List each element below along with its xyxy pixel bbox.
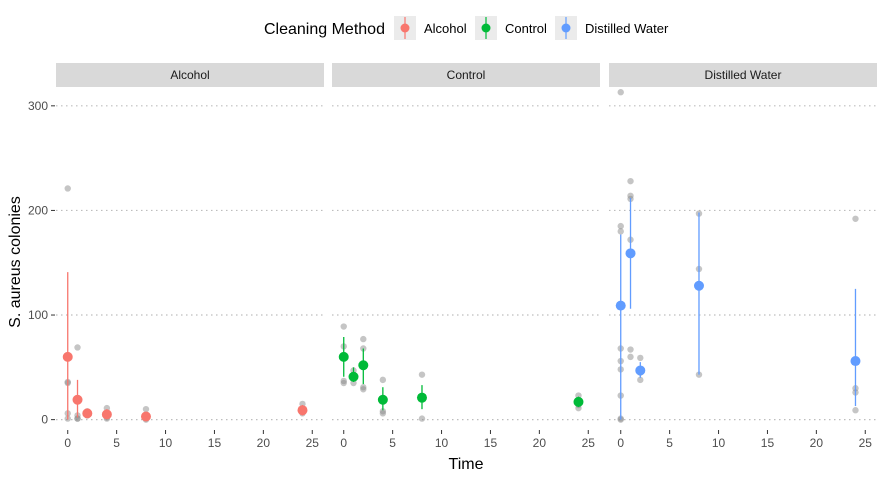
x-tick-label: 0 [617,436,624,450]
legend-key-alcohol [394,16,416,40]
raw-data-point [617,89,624,96]
mean-point [850,356,861,367]
mean-point [348,371,359,382]
raw-data-point [627,353,634,361]
raw-data-point [379,376,387,384]
raw-data-point [418,371,426,378]
y-tick-label: 300 [28,99,48,113]
x-tick-label: 25 [859,436,873,450]
x-tick-label: 25 [582,436,596,450]
mean-point [101,409,112,420]
x-tick-label: 15 [208,436,222,450]
mean-point [573,396,584,407]
mean-point [416,392,427,403]
x-axis-title: Time [449,456,484,473]
mean-point [693,280,704,291]
facet-strip [609,63,877,87]
x-tick-label: 20 [257,436,271,450]
x-tick-label: 15 [484,436,498,450]
facet-strip-label: Distilled Water [705,68,782,82]
facet-strip-label: Control [447,68,486,82]
raw-data-point [617,228,624,235]
x-tick-label: 0 [64,436,71,450]
mean-point [72,394,83,405]
mean-point [358,360,369,371]
raw-data-point [627,346,634,353]
x-tick-label: 10 [159,436,173,450]
raw-data-point [637,376,644,384]
raw-data-point [852,407,859,414]
raw-data-point [340,323,347,330]
mean-point [377,394,388,405]
y-tick-label: 100 [28,308,48,322]
facet-panel-alcohol: Alcohol 0 5 10 15 20 25 [56,63,324,450]
mean-point [82,408,93,419]
mean-point [635,365,646,376]
legend-label-alcohol: Alcohol [424,21,467,36]
x-tick-label: 5 [389,436,396,450]
mean-point [297,405,308,416]
legend: Cleaning Method Alcohol Control Distille… [264,16,669,40]
raw-data-point [340,379,347,387]
raw-data-point [627,177,634,185]
x-tick-label: 25 [306,436,320,450]
raw-data-point [418,415,426,422]
facet-strip [332,63,600,87]
mean-point [62,351,73,362]
legend-label-control: Control [505,21,547,36]
facet-panel-distilled-water: Distilled Water 0 5 10 15 20 25 [609,63,877,450]
y-axis: 0 100 200 300 [28,99,55,427]
raw-data-point [360,345,367,352]
x-tick-label: 10 [435,436,449,450]
raw-data-point [142,405,150,413]
raw-data-point [74,344,81,351]
raw-data-point [64,185,71,192]
y-tick-label: 0 [41,413,48,427]
x-tick-label: 20 [810,436,824,450]
y-axis-title: S. aureus colonies [7,196,24,328]
raw-data-point [360,335,367,343]
facet-strip-label: Alcohol [170,68,209,82]
facet-strip [56,63,324,87]
mean-point [615,300,626,311]
legend-label-distilled-water: Distilled Water [585,21,669,36]
mean-point [625,248,636,259]
x-tick-label: 5 [666,436,673,450]
mean-point [140,411,151,422]
raw-data-point [637,354,644,362]
mean-point [338,351,349,362]
raw-data-point [852,215,859,222]
x-tick-label: 20 [533,436,547,450]
legend-key-distilled-water [555,16,577,40]
raw-data-point [617,222,624,230]
raw-data-point [360,386,367,393]
y-tick-label: 200 [28,203,48,217]
legend-title: Cleaning Method [264,21,385,38]
raw-data-point [379,410,387,417]
x-tick-label: 15 [761,436,775,450]
facet-panel-control: Control 0 5 10 15 20 25 [332,63,600,450]
x-tick-label: 10 [712,436,726,450]
raw-data-point [74,415,81,422]
x-tick-label: 0 [340,436,347,450]
legend-key-control [475,16,497,40]
x-tick-label: 5 [113,436,120,450]
